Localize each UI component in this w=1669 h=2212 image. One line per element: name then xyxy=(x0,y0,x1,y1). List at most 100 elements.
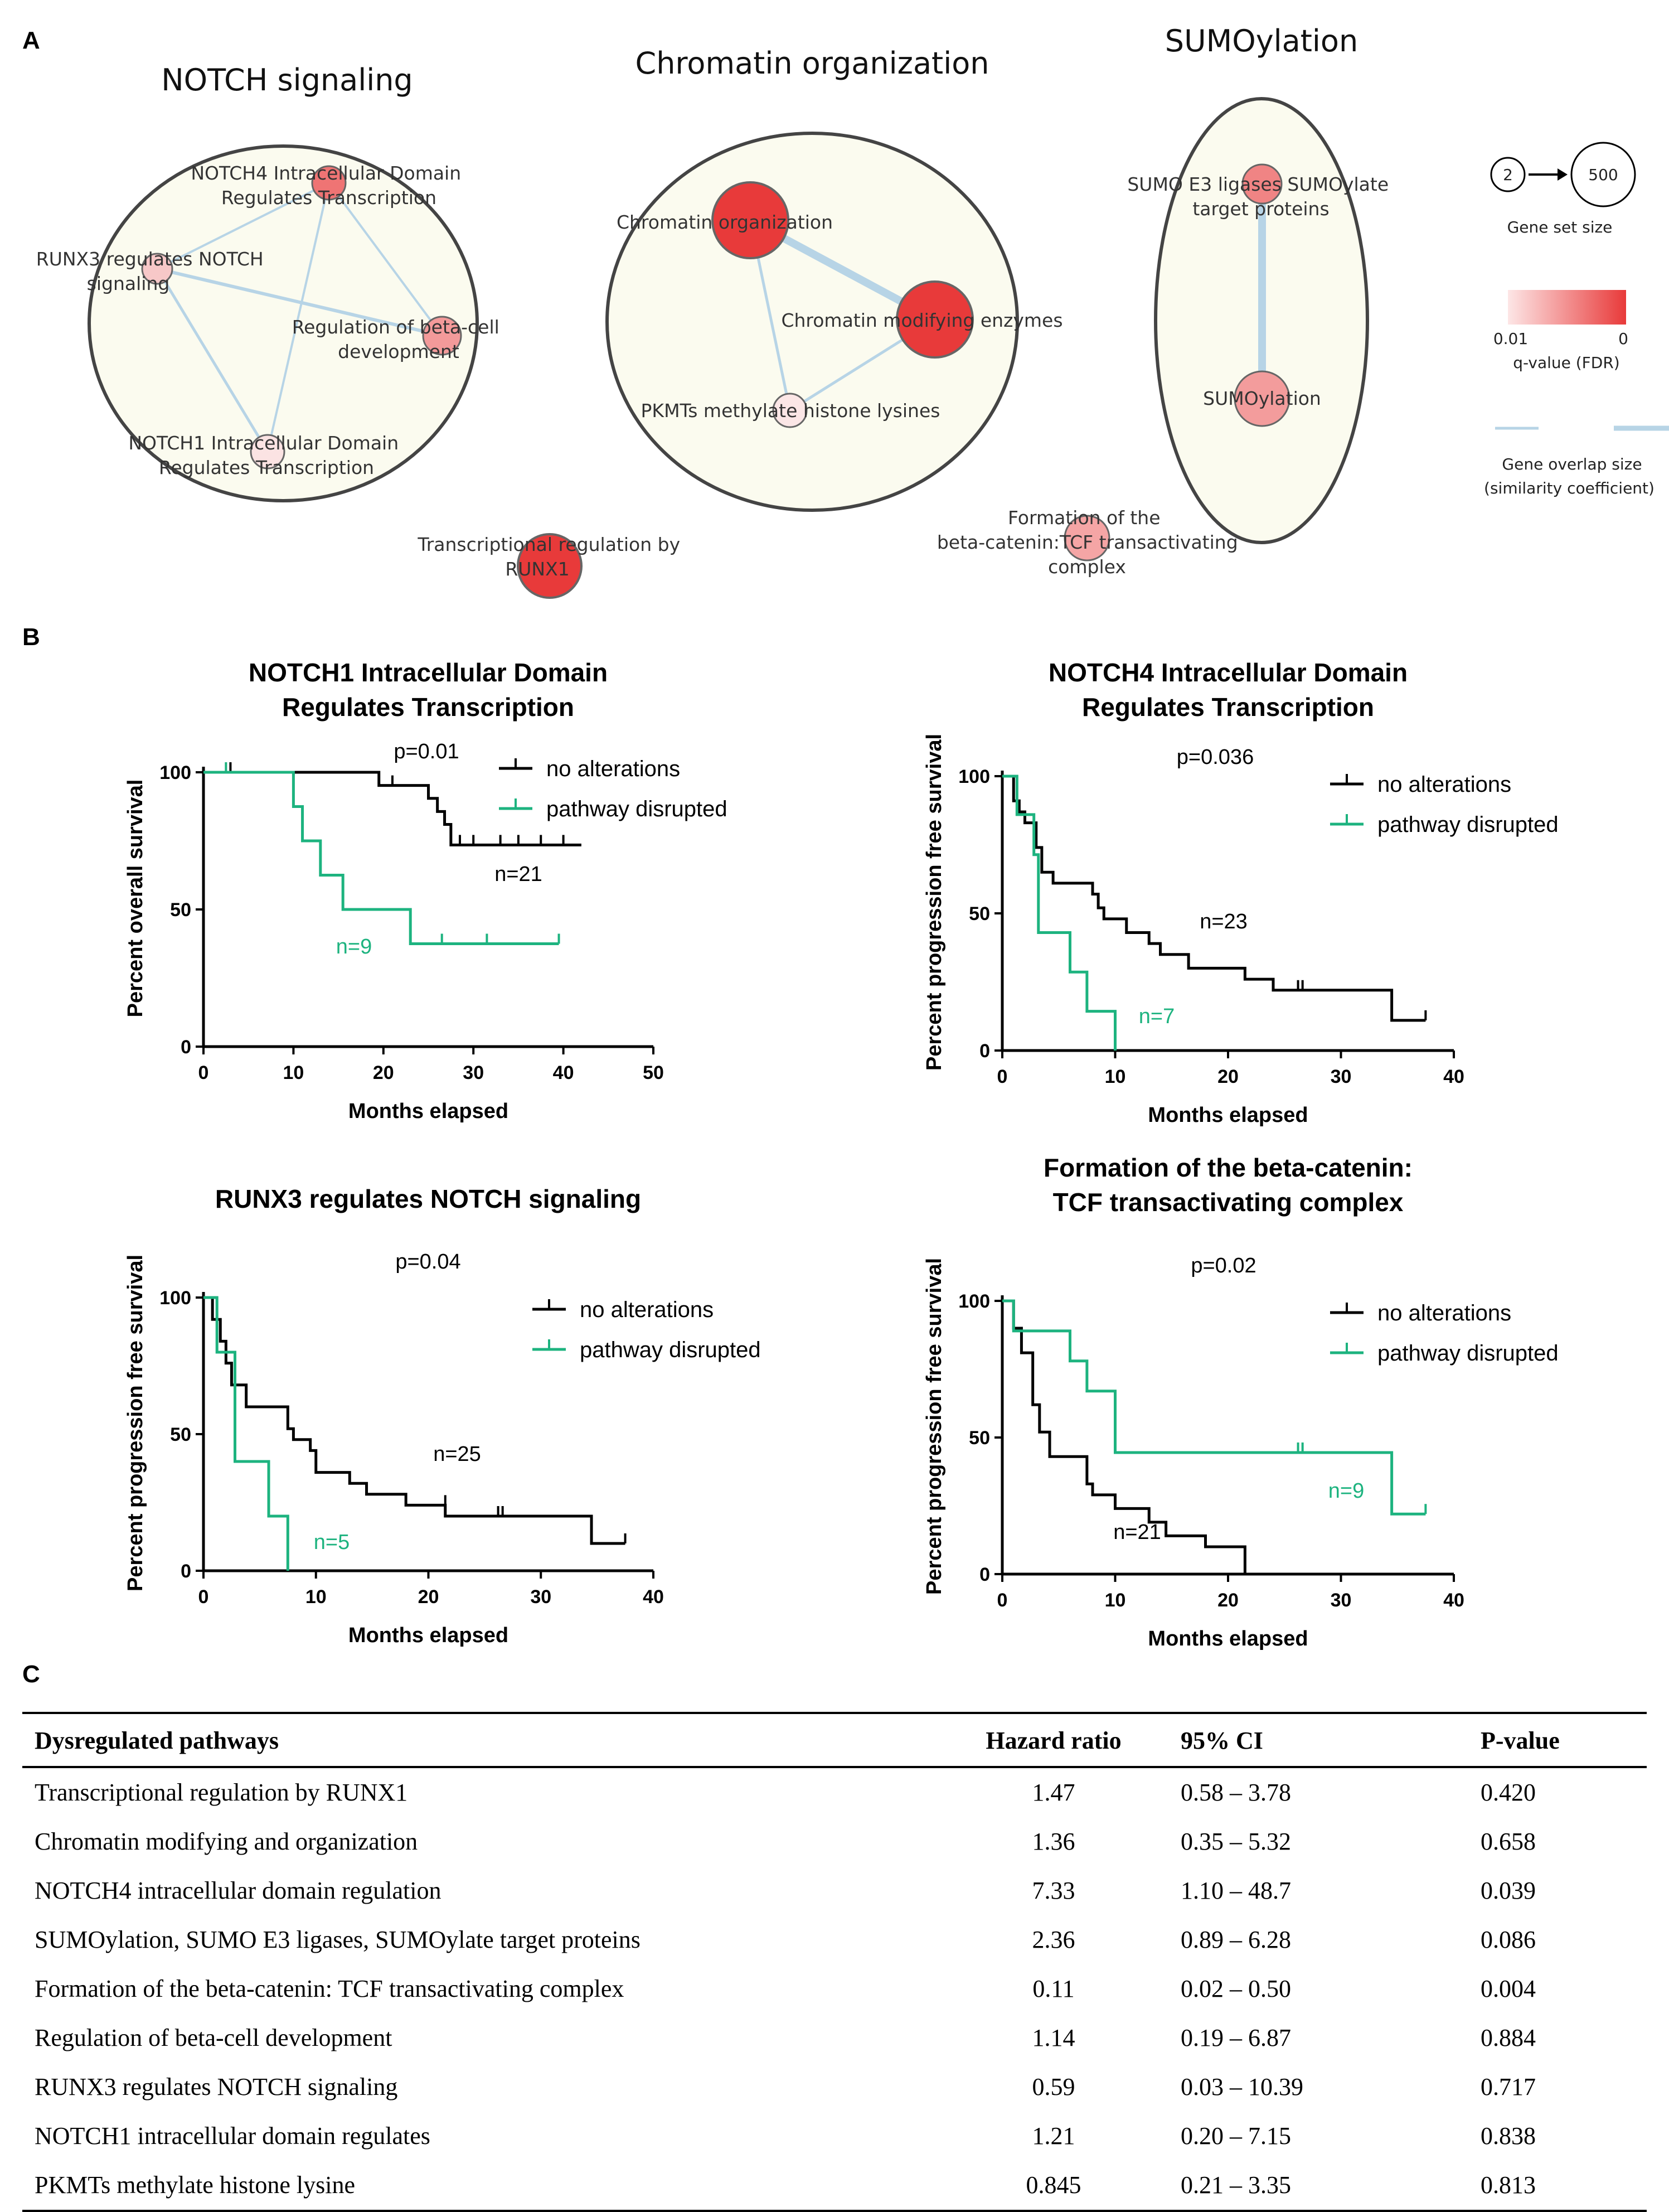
x-axis-label: Months elapsed xyxy=(1148,1627,1308,1650)
node-sumoe3[interactable] xyxy=(1241,163,1283,205)
node-betacatenin[interactable] xyxy=(1064,515,1110,562)
table-row: RUNX3 regulates NOTCH signaling 0.59 0.03 … xyxy=(22,2063,1647,2112)
x-axis-label: Months elapsed xyxy=(348,1100,508,1123)
legend-entry: pathway disrupted xyxy=(1377,812,1559,837)
n-label: n=21 xyxy=(1113,1521,1161,1544)
x-tick-label: 40 xyxy=(1443,1590,1464,1611)
km-curve-no-alterations xyxy=(203,771,581,846)
legend-size-max: 500 xyxy=(1588,166,1618,184)
cell-hazard: 1.14 xyxy=(1032,2024,1075,2051)
x-tick-label: 30 xyxy=(1331,1066,1352,1087)
cell-ci: 0.20 – 7.15 xyxy=(1181,2122,1291,2150)
node-notch1[interactable] xyxy=(250,434,285,469)
table-row: PKMTs methylate histone lysine 0.845 0.21 … xyxy=(22,2161,1647,2212)
legend-q-label: q-value (FDR) xyxy=(1513,354,1619,372)
x-tick-label: 10 xyxy=(305,1586,327,1608)
cluster-chromatin-ellipse xyxy=(605,132,1019,512)
n-label: n=9 xyxy=(1328,1479,1364,1503)
node-label-notch4: NOTCH4 Intracellular Domain Regulates Tr… xyxy=(191,162,467,209)
node-label-sumoe3: SUMO E3 ligases SUMOylate target protein… xyxy=(1127,173,1394,220)
edge-runx3-betacell xyxy=(157,267,443,337)
n-label: n=7 xyxy=(1139,1005,1175,1028)
cell-pvalue: 0.813 xyxy=(1468,2161,1647,2212)
node-betacell[interactable] xyxy=(422,316,462,356)
cell-pathway: Chromatin modifying and organization xyxy=(35,1828,418,1855)
km-curve-no-alterations xyxy=(1002,1299,1246,1574)
cell-ci: 0.58 – 3.78 xyxy=(1181,1779,1291,1806)
node-label-notch1: NOTCH1 Intracellular Domain Regulates Tr… xyxy=(128,432,404,478)
cell-hazard: 0.11 xyxy=(1032,1975,1075,2002)
cell-pvalue: 0.658 xyxy=(1481,1828,1536,1855)
cluster-title-notch: NOTCH signaling xyxy=(161,62,413,98)
km-curve-pathway-disrupted xyxy=(203,1296,289,1571)
cluster-title-chromatin: Chromatin organization xyxy=(635,46,989,81)
cell-hazard: 1.47 xyxy=(1032,1779,1075,1806)
panel-letter-a: A xyxy=(22,27,40,54)
x-tick-label: 40 xyxy=(643,1586,664,1608)
km-chart-km1: NOTCH1 Intracellular Domain Regulates Tra… xyxy=(124,658,727,1123)
legend-entry: pathway disrupted xyxy=(1377,1341,1559,1366)
y-tick-label: 0 xyxy=(979,1564,990,1585)
edge-runx3-notch1 xyxy=(156,268,269,453)
cell-pathway: NOTCH1 intracellular domain regulates xyxy=(35,2122,430,2150)
node-chrommod[interactable] xyxy=(896,280,974,359)
cell-pathway: RUNX3 regulates NOTCH signaling xyxy=(35,2073,398,2100)
cell-ci: 0.21 – 3.35 xyxy=(1168,2161,1468,2212)
cell-ci: 0.89 – 6.28 xyxy=(1181,1926,1291,1953)
cell-pathway: Transcriptional regulation by RUNX1 xyxy=(35,1779,408,1806)
x-axis-label: Months elapsed xyxy=(1148,1103,1308,1127)
cell-hazard: 0.845 xyxy=(935,2161,1168,2212)
km-curve-no-alterations xyxy=(1002,775,1426,1022)
y-axis-label: Percent progression free survival xyxy=(923,734,946,1071)
y-tick-label: 50 xyxy=(170,1424,191,1445)
x-axis-label: Months elapsed xyxy=(348,1624,508,1647)
p-value-label: p=0.036 xyxy=(1177,746,1254,769)
panel-letter-c: C xyxy=(22,1661,40,1688)
x-tick-label: 40 xyxy=(553,1062,574,1083)
cell-pvalue: 0.717 xyxy=(1481,2073,1536,2100)
n-label: n=21 xyxy=(494,863,542,886)
col-header-hazard: Hazard ratio xyxy=(935,1712,1168,1768)
x-tick-label: 10 xyxy=(283,1062,304,1083)
y-tick-label: 0 xyxy=(181,1037,191,1058)
table-row: Formation of the beta-catenin: TCF trans… xyxy=(22,1964,1647,2013)
cell-pvalue: 0.004 xyxy=(1481,1975,1536,2002)
x-tick-label: 30 xyxy=(1331,1590,1352,1611)
node-label-betacatenin: Formation of the beta-catenin:TCF transa… xyxy=(937,507,1244,578)
x-tick-label: 20 xyxy=(418,1586,439,1608)
y-tick-label: 50 xyxy=(969,1427,990,1449)
table-header-row: Dysregulated pathways Hazard ratio 95% C… xyxy=(22,1712,1647,1768)
node-notch4[interactable] xyxy=(311,165,347,201)
cell-ci: 1.10 – 48.7 xyxy=(1181,1877,1291,1904)
legend-overlap-label-1: Gene overlap size xyxy=(1502,455,1642,473)
km-charts: NOTCH1 Intracellular Domain Regulates Tra… xyxy=(124,658,1559,1650)
p-value-label: p=0.01 xyxy=(394,740,459,763)
cell-ci: 0.03 – 10.39 xyxy=(1181,2073,1303,2100)
table-row: SUMOylation, SUMO E3 ligases, SUMOylate … xyxy=(22,1915,1647,1964)
x-tick-label: 20 xyxy=(1217,1066,1239,1087)
cell-pvalue: 0.884 xyxy=(1481,2024,1536,2051)
table-row: Regulation of beta-cell development 1.14 0… xyxy=(22,2013,1647,2063)
legend-entry: pathway disrupted xyxy=(546,797,727,821)
node-runx1[interactable] xyxy=(517,533,583,599)
col-header-pvalue: P-value xyxy=(1468,1712,1647,1768)
chart-title: Regulates Transcription xyxy=(1082,693,1374,722)
km-chart-km3: RUNX3 regulates NOTCH signaling 0 10 20 30 40… xyxy=(124,1184,761,1647)
node-label-chromorg: Chromatin organization xyxy=(617,211,833,233)
legend-q-min: 0.01 xyxy=(1493,330,1528,348)
legend-size-min-circle xyxy=(1490,157,1526,192)
km-curve-pathway-disrupted xyxy=(1002,775,1117,1051)
node-pkmt[interactable] xyxy=(772,393,808,428)
km-chart-km4: Formation of the beta-catenin: TCF transa… xyxy=(923,1153,1559,1650)
node-chromorg[interactable] xyxy=(711,181,789,259)
node-runx3[interactable] xyxy=(141,253,173,285)
n-label: n=25 xyxy=(433,1443,481,1466)
km-curve-pathway-disrupted xyxy=(203,771,559,945)
node-label-runx1: Transcriptional regulation by RUNX1 xyxy=(417,534,686,580)
enrichment-network: NOTCH signaling Chromatin organization S… xyxy=(36,23,1669,599)
x-tick-label: 20 xyxy=(373,1062,394,1083)
col-header-pathway: Dysregulated pathways xyxy=(22,1712,935,1768)
n-label: n=9 xyxy=(336,935,372,959)
km-chart-km2: NOTCH4 Intracellular Domain Regulates Tra… xyxy=(923,658,1559,1127)
node-sumoylation[interactable] xyxy=(1234,370,1290,427)
